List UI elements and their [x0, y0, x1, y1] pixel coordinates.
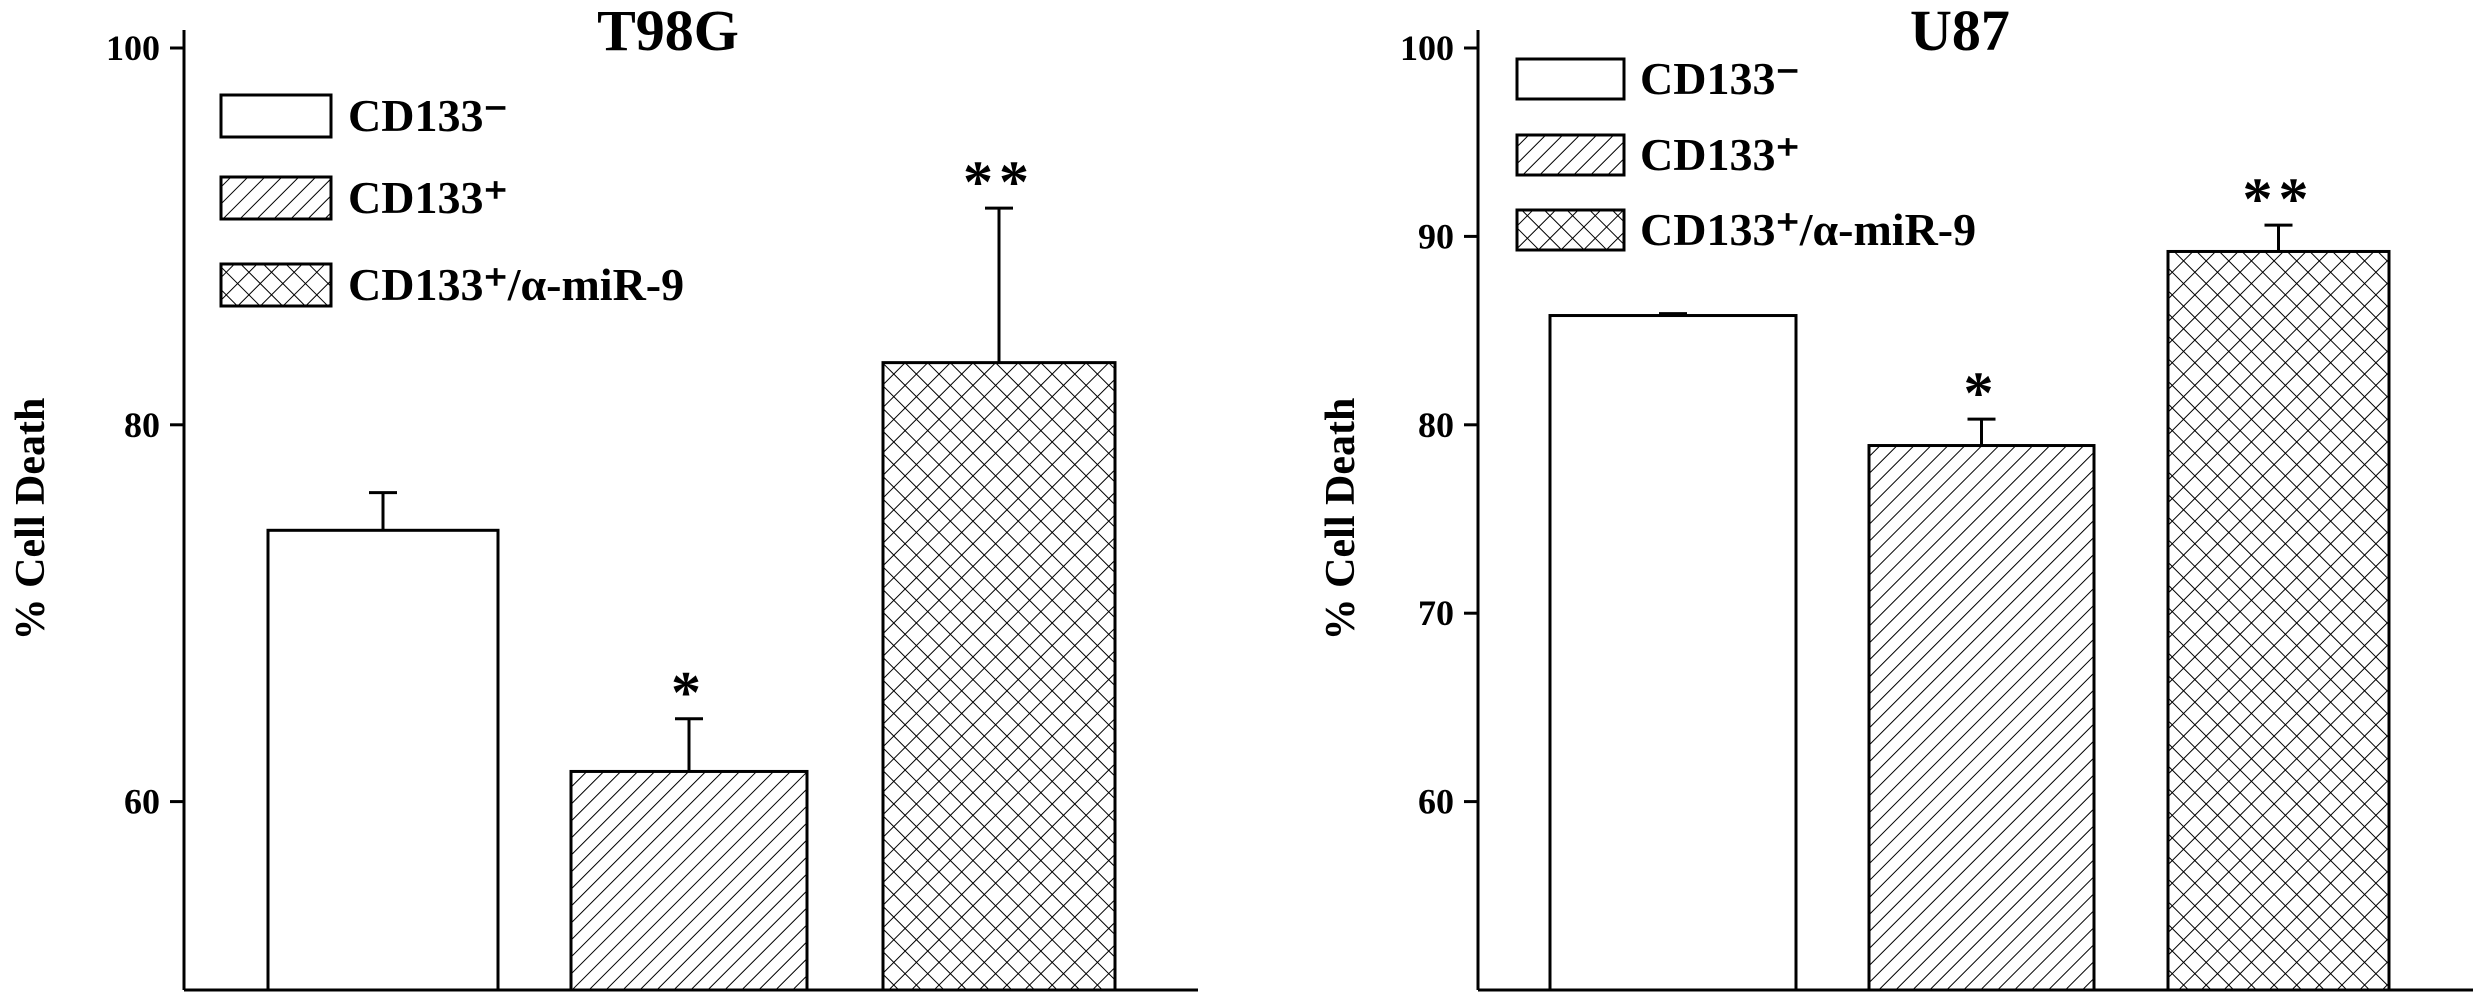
- legend-label: CD133⁺: [1640, 129, 1800, 180]
- y-tick-label: 80: [1418, 405, 1454, 445]
- legend-label: CD133⁻: [1640, 53, 1800, 104]
- y-axis-label: % Cell Death: [8, 398, 54, 641]
- legend-swatch: [219, 93, 333, 139]
- bar: [569, 769, 809, 992]
- legend-swatch: [1515, 57, 1626, 101]
- y-tick-label: 70: [1418, 593, 1454, 633]
- legend-swatch: [1515, 208, 1626, 252]
- y-tick-label: 90: [1418, 216, 1454, 256]
- legend-label: CD133⁺/α-miR-9: [1640, 204, 1976, 255]
- legend-swatch: [219, 175, 333, 221]
- legend-label: CD133⁺: [348, 172, 508, 223]
- y-axis-label: % Cell Death: [1318, 398, 1364, 641]
- bar: [1548, 314, 1798, 992]
- bar: [266, 528, 500, 992]
- chart-title: U87: [1910, 0, 2010, 63]
- chart-title: T98G: [597, 0, 739, 63]
- significance: *: [671, 660, 707, 726]
- significance: **: [963, 149, 1035, 215]
- y-tick-label: 100: [106, 28, 160, 68]
- bar: [1867, 444, 2096, 992]
- legend-label: CD133⁻: [348, 90, 508, 141]
- significance: *: [1964, 360, 2000, 426]
- legend-swatch: [219, 262, 333, 308]
- significance: **: [2243, 166, 2315, 232]
- bar: [881, 361, 1117, 992]
- y-tick-label: 80: [124, 405, 160, 445]
- bar: [2166, 249, 2391, 992]
- legend-swatch: [1515, 133, 1626, 177]
- y-tick-label: 60: [124, 782, 160, 822]
- legend-label: CD133⁺/α-miR-9: [348, 259, 684, 310]
- y-tick-label: 60: [1418, 782, 1454, 822]
- y-tick-label: 100: [1400, 28, 1454, 68]
